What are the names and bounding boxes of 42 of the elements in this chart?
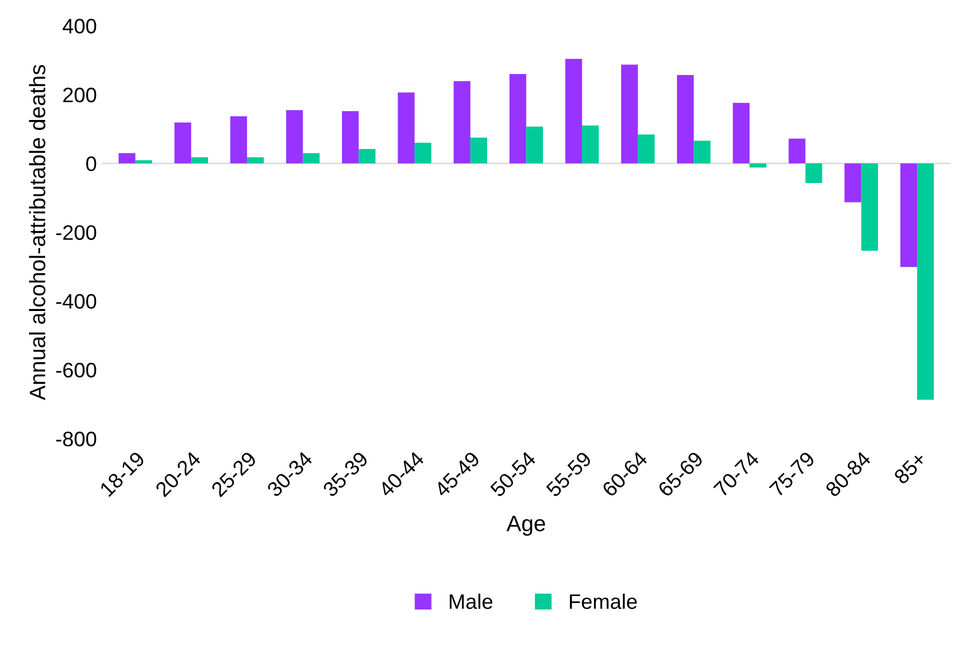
bar <box>247 157 264 164</box>
y-tick-label: -400 <box>56 294 96 309</box>
x-axis-title: Age <box>506 516 546 536</box>
legend-label: Female <box>570 594 637 609</box>
y-tick-label: -200 <box>56 225 96 240</box>
bar <box>917 163 934 400</box>
bar <box>118 153 136 164</box>
bar <box>638 134 655 164</box>
y-tick-label: -600 <box>56 362 96 378</box>
bar <box>286 110 303 164</box>
bar <box>342 111 359 164</box>
bar <box>526 126 543 164</box>
bar <box>844 163 862 202</box>
bar <box>582 126 599 164</box>
y-axis-title: Annual alcohol-attributable deaths <box>29 64 46 400</box>
bar <box>135 160 152 164</box>
bar <box>509 74 526 164</box>
y-tick-label: -800 <box>56 432 96 446</box>
bar <box>174 122 192 164</box>
bar <box>454 81 470 164</box>
bar <box>565 58 582 164</box>
bar <box>788 138 806 164</box>
legend-label: Male <box>450 594 492 609</box>
bar <box>900 163 918 267</box>
y-tick-label: 0 <box>86 156 96 172</box>
x-tick-label: 85+ <box>893 450 928 485</box>
y-tick-label: 400 <box>62 18 96 34</box>
bar <box>861 163 878 251</box>
bar <box>470 138 488 164</box>
bar <box>750 163 766 168</box>
bar <box>230 116 248 164</box>
bar <box>398 92 415 164</box>
bar <box>191 157 208 164</box>
bar <box>732 102 750 164</box>
bar <box>414 142 432 164</box>
bar <box>694 140 710 164</box>
bar <box>358 148 376 164</box>
bar <box>805 163 822 184</box>
bar <box>302 153 320 164</box>
bar <box>621 64 638 164</box>
y-tick-label: 200 <box>63 88 96 102</box>
bar <box>676 74 694 164</box>
